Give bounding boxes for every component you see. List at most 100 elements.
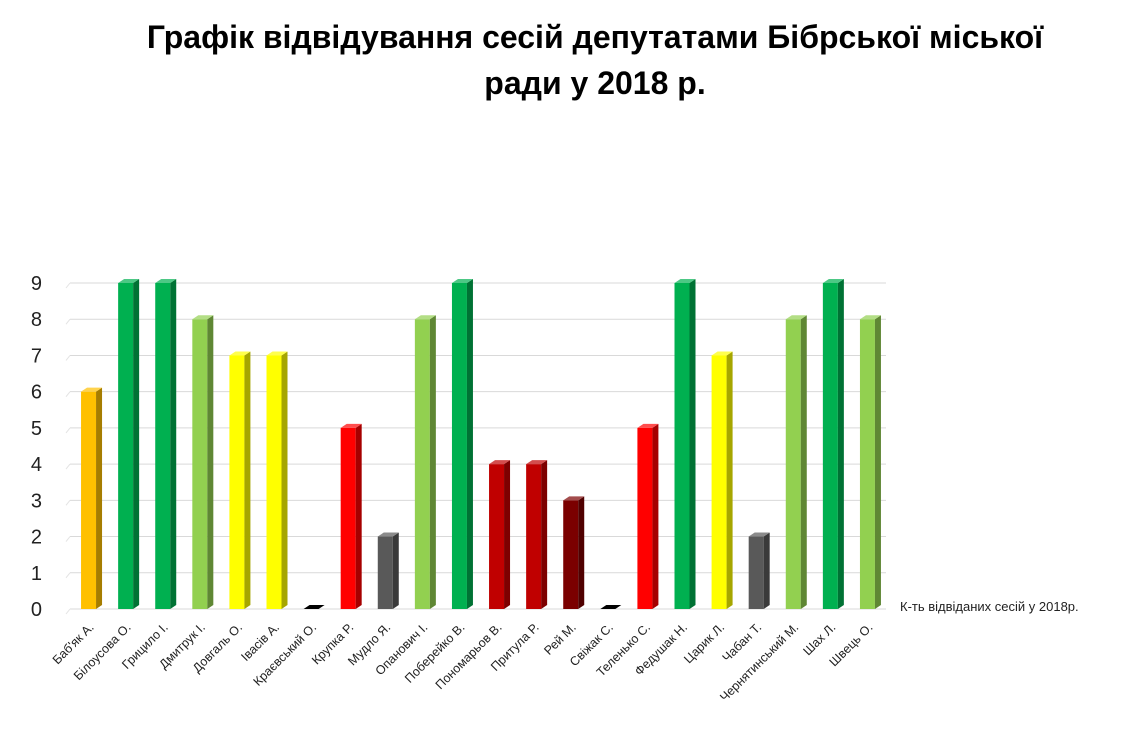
bar-front — [859, 319, 875, 609]
bar-side — [244, 351, 251, 609]
bar — [637, 423, 659, 609]
bar — [526, 460, 548, 609]
bar-top — [81, 387, 103, 392]
bar-front — [674, 283, 690, 609]
bar — [414, 315, 436, 609]
x-tick-label: Царик Л. — [681, 620, 727, 666]
bar-top — [414, 315, 436, 320]
y-tick-label: 2 — [31, 527, 42, 549]
chart-title: Графік відвідування сесій депутатами Біб… — [146, 19, 1044, 101]
gridline-depth — [65, 318, 71, 325]
bar-side — [466, 279, 473, 609]
bar — [266, 351, 288, 609]
bar-top — [859, 315, 881, 320]
bar — [674, 279, 696, 609]
bar-side — [96, 387, 103, 609]
bar-front — [526, 464, 542, 609]
bar — [451, 279, 473, 609]
gridline-depth — [65, 572, 71, 579]
gridline-depth — [65, 536, 71, 542]
bar — [340, 423, 362, 609]
bar-front — [229, 355, 245, 609]
bar-front — [81, 391, 97, 609]
bar-front — [377, 536, 393, 609]
bar-side — [837, 279, 844, 609]
bar — [192, 315, 214, 609]
bar-top — [711, 351, 733, 356]
bar-front — [118, 283, 134, 609]
bar-side — [874, 315, 881, 609]
bar-side — [763, 532, 770, 609]
bar — [711, 351, 733, 609]
y-tick-label: 7 — [31, 345, 42, 367]
bar-top — [192, 315, 214, 320]
bar-front — [451, 283, 467, 609]
bar-front — [748, 536, 764, 609]
gridline-depth — [65, 463, 71, 470]
bar — [81, 387, 103, 609]
y-tick-label: 1 — [31, 563, 42, 585]
y-tick-label: 6 — [31, 382, 42, 404]
bar-top — [785, 315, 807, 320]
bar-side — [800, 315, 807, 609]
bar-front — [192, 319, 208, 609]
gridline-depth — [65, 391, 71, 397]
bar-side — [170, 279, 177, 609]
bars — [81, 279, 881, 609]
bar-front — [711, 355, 727, 609]
bar-side — [578, 496, 585, 609]
bar-front — [563, 500, 579, 609]
gridline-depth — [65, 355, 71, 361]
y-tick-label: 8 — [31, 309, 42, 331]
bar-front — [340, 427, 356, 609]
bar-side — [541, 460, 548, 609]
gridline-depth — [65, 500, 71, 506]
bar-side — [133, 279, 140, 609]
bar-top — [377, 532, 399, 537]
bar — [748, 532, 770, 609]
y-axis-ticks: 0 1 2 3 4 5 6 7 8 9 — [31, 273, 42, 621]
bar-top — [340, 423, 362, 428]
bar-top — [563, 496, 585, 501]
bar-front — [414, 319, 430, 609]
bar — [859, 315, 881, 609]
bar-top — [118, 279, 140, 283]
x-axis-labels: Баб'як А.Білоусова О.Грицило І.Дмитрук І… — [50, 620, 876, 704]
bar-side — [392, 532, 399, 609]
bar-top — [451, 279, 473, 283]
bar-top — [489, 460, 511, 465]
gridline-depth — [65, 427, 71, 434]
bar-side — [689, 279, 696, 609]
bar-front — [266, 355, 282, 609]
bar — [600, 605, 622, 609]
bar-side — [429, 315, 436, 609]
bar-front — [785, 319, 801, 609]
bar-side — [281, 351, 288, 609]
bar — [155, 279, 177, 609]
bar-top — [155, 279, 177, 283]
bar — [563, 496, 585, 609]
y-tick-label: 4 — [31, 454, 42, 476]
bar-side — [355, 423, 362, 609]
bar-top — [266, 351, 288, 356]
bar — [118, 279, 140, 609]
y-tick-label: 3 — [31, 490, 42, 512]
bar-top — [637, 423, 659, 428]
y-tick-label: 9 — [31, 273, 42, 295]
bar-top — [526, 460, 548, 465]
bar-top — [822, 279, 844, 283]
y-tick-label: 0 — [31, 599, 42, 621]
bar-top — [748, 532, 770, 537]
bar-top — [229, 351, 251, 356]
bar-side — [652, 423, 659, 609]
gridline-depth — [65, 282, 71, 289]
bar-top — [303, 605, 325, 609]
bar-side — [504, 460, 511, 609]
bar — [377, 532, 399, 609]
bar — [303, 605, 325, 609]
bar — [229, 351, 251, 609]
bar-side — [207, 315, 214, 609]
legend-series-label: К-ть відвіданих сесій у 2018р. — [900, 599, 1079, 614]
bar — [489, 460, 511, 609]
